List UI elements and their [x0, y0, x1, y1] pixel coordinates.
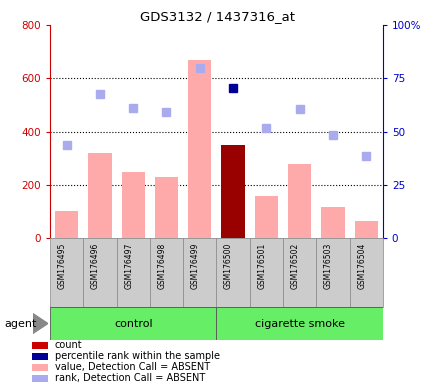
- Text: count: count: [55, 340, 82, 350]
- Bar: [32, 375, 48, 382]
- Bar: [88, 153, 112, 238]
- Bar: [283, 238, 316, 307]
- Text: cigarette smoke: cigarette smoke: [254, 318, 344, 329]
- Bar: [50, 238, 83, 307]
- Text: percentile rank within the sample: percentile rank within the sample: [55, 351, 219, 361]
- Text: GSM176496: GSM176496: [91, 243, 100, 289]
- Bar: [183, 238, 216, 307]
- Bar: [187, 60, 211, 238]
- Bar: [316, 238, 349, 307]
- Polygon shape: [33, 313, 48, 334]
- Text: GSM176504: GSM176504: [356, 243, 365, 289]
- Text: rank, Detection Call = ABSENT: rank, Detection Call = ABSENT: [55, 374, 204, 384]
- Bar: [116, 238, 149, 307]
- Text: GSM176497: GSM176497: [124, 243, 133, 289]
- Bar: [83, 238, 116, 307]
- Text: GSM176501: GSM176501: [257, 243, 266, 289]
- Bar: [149, 238, 183, 307]
- Bar: [32, 364, 48, 371]
- Bar: [287, 164, 311, 238]
- Bar: [55, 212, 78, 238]
- Text: GDS3132 / 1437316_at: GDS3132 / 1437316_at: [140, 10, 294, 23]
- Bar: [155, 177, 178, 238]
- Text: GSM176503: GSM176503: [323, 243, 332, 289]
- Bar: [221, 145, 244, 238]
- Text: value, Detection Call = ABSENT: value, Detection Call = ABSENT: [55, 362, 209, 372]
- Bar: [354, 221, 377, 238]
- Bar: [121, 172, 145, 238]
- Bar: [216, 238, 249, 307]
- Text: GSM176499: GSM176499: [191, 243, 199, 289]
- Bar: [320, 207, 344, 238]
- Text: GSM176500: GSM176500: [224, 243, 233, 289]
- Bar: [254, 196, 277, 238]
- Bar: [32, 353, 48, 360]
- Bar: [216, 307, 382, 340]
- Text: GSM176498: GSM176498: [157, 243, 166, 289]
- Text: control: control: [114, 318, 152, 329]
- Text: GSM176495: GSM176495: [58, 243, 66, 289]
- Bar: [349, 238, 382, 307]
- Bar: [50, 307, 216, 340]
- Bar: [32, 342, 48, 349]
- Text: GSM176502: GSM176502: [290, 243, 299, 289]
- Bar: [249, 238, 283, 307]
- Text: agent: agent: [4, 318, 36, 329]
